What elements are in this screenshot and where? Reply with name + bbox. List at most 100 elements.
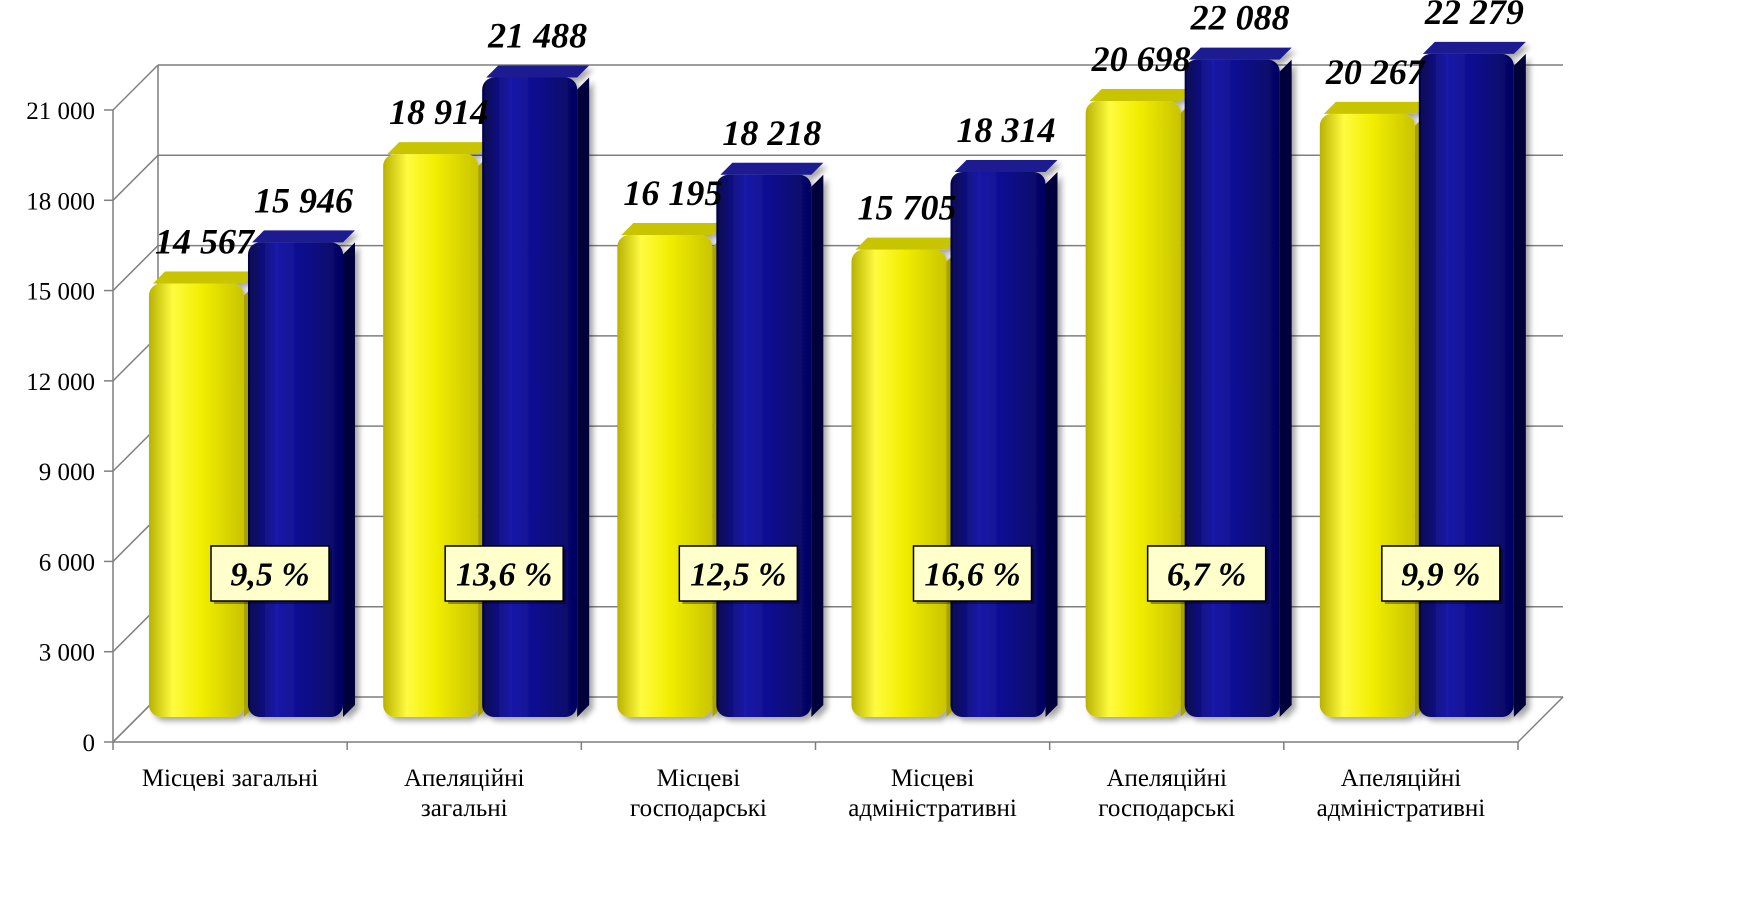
annotation-box: [1146, 545, 1267, 602]
percent-annotation: 13,6 %: [444, 545, 567, 604]
bar-front: [149, 283, 244, 717]
value-label: 18 218: [722, 113, 821, 153]
bar-front: [851, 249, 947, 717]
bar-front: [1085, 100, 1181, 717]
bar-side: [1279, 59, 1292, 718]
annotation-text: 16,6 %: [924, 557, 1020, 594]
annotation-text: 9,9 %: [1401, 557, 1480, 594]
x-axis: Місцеві загальні Апеляційні загальні Місцев…: [112, 741, 1519, 822]
annotation-text: 12,5 %: [690, 557, 786, 594]
percent-annotation: 16,6 %: [912, 545, 1035, 604]
y-tick-label: 15 000: [26, 279, 95, 306]
bars: [149, 41, 1526, 718]
y-tick-label: 12 000: [26, 369, 95, 396]
bar-top: [1089, 88, 1193, 101]
value-label: 18 314: [957, 110, 1056, 150]
value-label: 14 567: [155, 221, 256, 261]
value-label: 21 488: [487, 15, 587, 55]
bar: [149, 271, 256, 717]
grid-diagonal: [112, 64, 159, 111]
bar-top: [954, 159, 1058, 172]
category-label: Апеляційні: [1341, 765, 1462, 792]
bar: [617, 223, 725, 717]
bar: [1418, 41, 1526, 718]
bar-top: [855, 237, 959, 250]
bar-top: [621, 223, 725, 236]
value-label: 20 267: [1325, 52, 1427, 92]
bar: [1085, 88, 1193, 717]
annotation-text: 9,5 %: [230, 557, 309, 594]
annotation-box: [912, 545, 1033, 602]
bar: [851, 237, 959, 717]
bar-side: [343, 242, 355, 717]
bar-side: [577, 77, 590, 717]
category-label: Апеляційні: [404, 765, 525, 792]
grid-diagonal: [112, 245, 159, 292]
annotation-text: 13,6 %: [456, 557, 552, 594]
percent-annotation: 12,5 %: [678, 545, 801, 604]
percent-annotations: 9,5 % 13,6 % 12,5 % 16,6 % 6,7 % 9,9 %: [210, 545, 1503, 604]
y-tick-label: 9 000: [39, 459, 95, 486]
bar-front: [383, 154, 479, 718]
value-label: 22 279: [1424, 0, 1524, 32]
bar-top: [720, 162, 824, 175]
bar-side: [1513, 53, 1526, 718]
bar: [1184, 47, 1292, 718]
bar-side: [1045, 171, 1058, 717]
y-tick-label: 21 000: [26, 98, 95, 125]
annotation-box: [444, 545, 564, 602]
bar-top: [486, 65, 590, 78]
bar-side: [811, 174, 824, 718]
bar: [383, 142, 491, 718]
category-label: Місцеві загальні: [142, 765, 319, 792]
percent-annotation: 9,9 %: [1381, 545, 1503, 604]
annotation-text: 6,7 %: [1167, 557, 1246, 594]
y-axis: 0 3 000 6 000 9 000 12 000 15 000 18 000 21 000: [26, 98, 114, 757]
bar: [248, 230, 355, 717]
bar: [716, 162, 824, 718]
bar-front: [716, 174, 812, 718]
bar-front: [1184, 59, 1280, 718]
bar-top: [252, 230, 355, 243]
bar-front: [248, 242, 343, 717]
value-label: 20 698: [1091, 39, 1191, 79]
bar-top: [153, 271, 256, 284]
annotation-box: [678, 545, 799, 602]
grid-diagonal: [112, 154, 159, 201]
category-label: господарські: [1098, 795, 1235, 822]
y-tick-label: 6 000: [39, 549, 95, 576]
percent-annotation: 6,7 %: [1146, 545, 1269, 604]
value-label: 16 195: [623, 173, 722, 213]
bar-front: [1319, 113, 1415, 717]
bar-top: [1188, 47, 1292, 60]
category-label: господарські: [630, 795, 767, 822]
bar: [482, 65, 590, 717]
value-label: 22 088: [1190, 0, 1290, 38]
category-label: Місцеві: [657, 765, 741, 792]
y-tick-label: 0: [83, 730, 96, 757]
y-tick-label: 18 000: [26, 188, 95, 215]
value-label: 15 946: [254, 180, 353, 220]
annotation-box: [1381, 545, 1501, 602]
annotation-box: [210, 545, 330, 602]
value-label: 15 705: [858, 188, 957, 228]
bar: [1319, 101, 1427, 717]
category-label: адміністративні: [848, 795, 1017, 822]
bar-front: [950, 171, 1046, 717]
category-label: загальні: [421, 795, 508, 822]
bar-top: [387, 142, 491, 155]
bar: [950, 159, 1058, 717]
bar-top: [1323, 101, 1427, 114]
bar-front: [482, 77, 578, 717]
category-label: Місцеві: [891, 765, 975, 792]
bar-front: [617, 235, 713, 717]
bar-top: [1422, 41, 1526, 54]
y-tick-label: 3 000: [39, 640, 95, 667]
percent-annotation: 9,5 %: [210, 545, 332, 604]
category-label: адміністративні: [1317, 795, 1486, 822]
bar-front: [1418, 53, 1514, 718]
floor-right-edge: [1517, 696, 1564, 743]
value-label: 18 914: [389, 92, 488, 132]
